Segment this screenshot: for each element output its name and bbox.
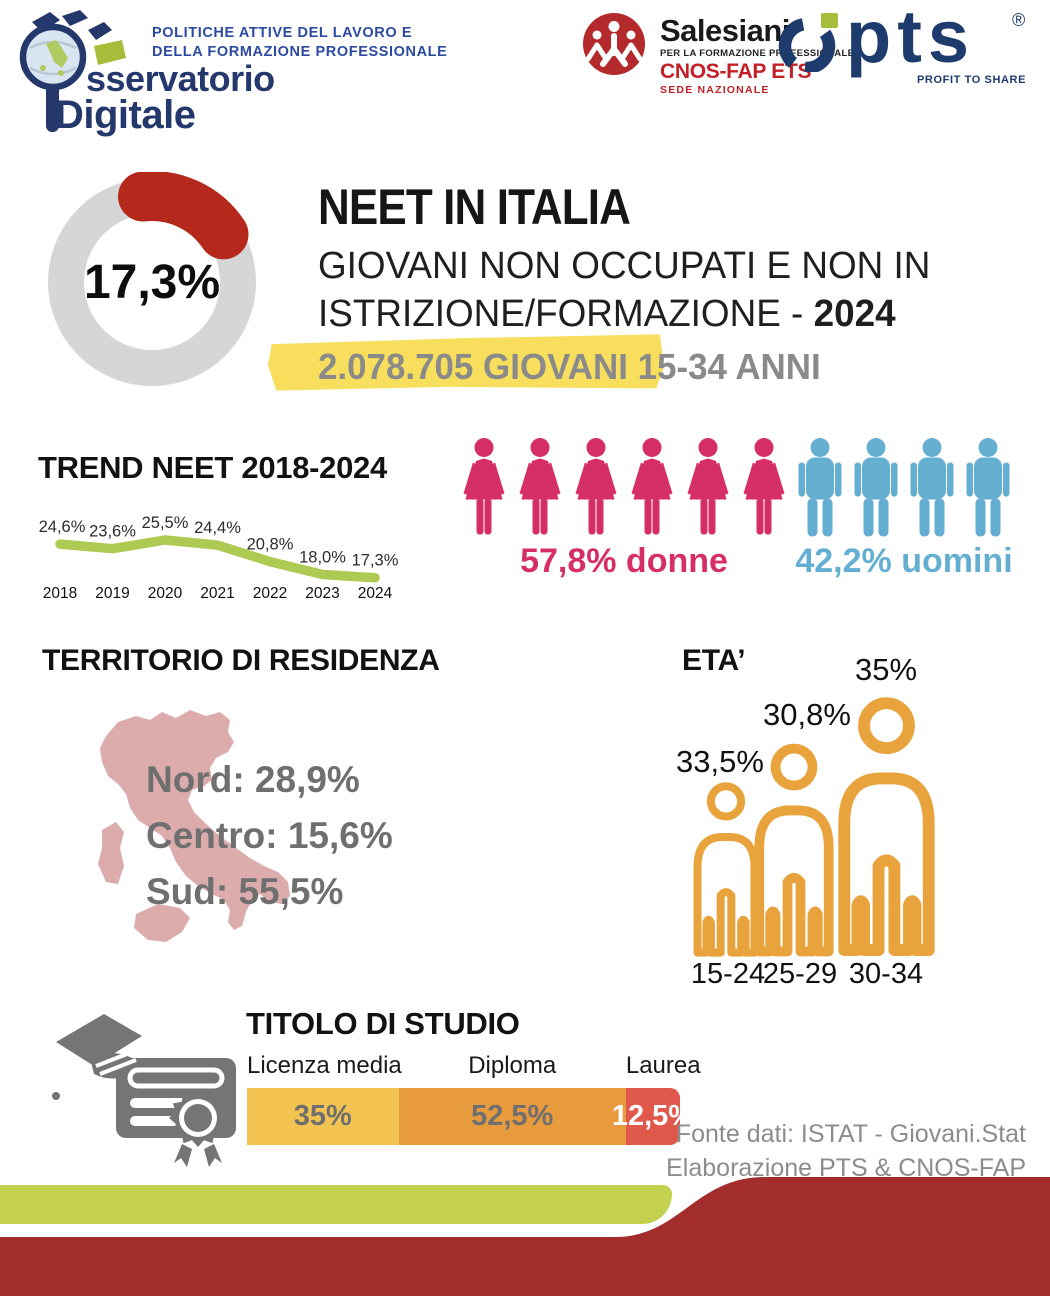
- data-source-line1: Fonte dati: ISTAT - Giovani.Stat: [675, 1120, 1026, 1148]
- edu-label-0: Licenza media: [247, 1052, 402, 1079]
- trend-value-2021: 24,4%: [194, 519, 241, 537]
- neet-title: NEET IN ITALIA: [318, 179, 631, 235]
- eta-title: ETA’: [682, 644, 746, 677]
- territory-stats: Nord: 28,9% Centro: 15,6% Sud: 55,5%: [146, 752, 393, 920]
- donne-figure-icon: [512, 436, 568, 540]
- donne-figure-icon: [736, 436, 792, 540]
- bottom-red-swoosh: [0, 1177, 1050, 1296]
- trend-year-2020: 2020: [148, 585, 183, 602]
- pts-logo-icon: [778, 13, 838, 72]
- trend-value-2018: 24,6%: [39, 518, 86, 536]
- trend-year-2019: 2019: [95, 585, 129, 602]
- trend-year-2023: 2023: [305, 585, 339, 602]
- donne-figure-icon: [456, 436, 512, 540]
- salesiani-org: CNOS-FAP ETS: [660, 59, 812, 83]
- donne-label: 57,8% donne: [520, 542, 728, 580]
- digitale-wordmark: Digitale: [55, 93, 196, 137]
- edu-segment-1: 52,5%: [398, 1088, 626, 1145]
- donne-figure-icon: [568, 436, 624, 540]
- trend-year-2018: 2018: [43, 585, 77, 602]
- italy-map: [98, 710, 290, 942]
- territory-stat-nord: Nord: 28,9%: [146, 759, 360, 800]
- salesiani-name: Salesiani: [660, 13, 790, 48]
- person-outline-large-icon: [836, 694, 937, 958]
- eta-value-15-24: 33,5%: [676, 744, 764, 779]
- program-title-line1: POLITICHE ATTIVE DEL LAVORO E: [152, 25, 413, 41]
- eta-value-30-34: 35%: [855, 652, 918, 687]
- trend-line-chart: 24,6% 23,6% 25,5% 24,4% 20,8% 18,0% 17,3% 2018 2…: [39, 514, 399, 602]
- edu-segment-value-1: 52,5%: [471, 1100, 554, 1132]
- pts-wordmark: pts: [846, 0, 975, 78]
- salesiani-people-icon: [583, 13, 645, 75]
- pts-tagline: PROFIT TO SHARE: [917, 74, 1027, 86]
- data-source-note: Fonte dati: ISTAT - Giovani.Stat Elabora…: [666, 1118, 1026, 1185]
- trend-year-2022: 2022: [253, 585, 287, 602]
- trend-value-2022: 20,8%: [247, 536, 294, 554]
- edu-segment-0: 35%: [247, 1088, 399, 1145]
- uomini-figure-icon: [792, 436, 848, 540]
- neet-donut-chart: [48, 172, 256, 386]
- donne-figure-icon: [624, 436, 680, 540]
- person-outline-medium-icon: [752, 741, 836, 958]
- trend-value-2023: 18,0%: [299, 549, 346, 567]
- eta-age-25-29: 25-29: [762, 958, 838, 990]
- eta-age-30-34: 30-34: [848, 958, 924, 990]
- territory-title: TERRITORIO DI RESIDENZA: [42, 644, 440, 677]
- territory-stat-sud: Sud: 55,5%: [146, 871, 344, 912]
- uomini-label: 42,2% uomini: [795, 542, 1013, 580]
- salesiani-office: SEDE NAZIONALE: [660, 83, 770, 96]
- gender-pictogram: [456, 436, 1016, 540]
- trend-value-2020: 25,5%: [142, 514, 189, 532]
- trend-section-title: TREND NEET 2018-2024: [38, 450, 387, 485]
- neet-year: 2024: [813, 293, 896, 335]
- salesiani-tagline: PER LA FORMAZIONE PROFESSIONALE: [660, 48, 855, 59]
- edu-label-1: Diploma: [468, 1052, 557, 1079]
- uomini-figure-icon: [960, 436, 1016, 540]
- neet-subtitle-line1: GIOVANI NON OCCUPATI E NON IN: [318, 245, 931, 287]
- edu-segment-2: 12,5%: [612, 1088, 694, 1145]
- neet-subtitle: GIOVANI NON OCCUPATI E NON IN ISTRIZIONE…: [318, 242, 930, 338]
- diploma-icon: [52, 1014, 236, 1167]
- education-bar-labels: Licenza media Diploma Laurea: [247, 1052, 701, 1080]
- donne-figure-icon: [680, 436, 736, 540]
- edu-segment-value-2: 12,5%: [611, 1100, 695, 1132]
- trend-year-2021: 2021: [200, 585, 234, 602]
- trend-value-2019: 23,6%: [89, 523, 136, 541]
- education-stacked-bar: 35% 52,5% 12,5%: [247, 1088, 694, 1145]
- donut-value: 17,3%: [83, 255, 221, 309]
- edu-label-2: Laurea: [625, 1052, 701, 1079]
- data-source-line2: Elaborazione PTS & CNOS-FAP: [666, 1153, 1026, 1182]
- neet-total-line: 2.078.705 GIOVANI 15-34 ANNI: [318, 346, 821, 388]
- program-title-line2: DELLA FORMAZIONE PROFESSIONALE: [152, 43, 448, 60]
- edu-segment-value-0: 35%: [293, 1100, 352, 1132]
- education-title: TITOLO DI STUDIO: [246, 1006, 520, 1041]
- osservatorio-wordmark: sservatorio: [86, 58, 275, 99]
- trend-year-2024: 2024: [358, 585, 393, 602]
- person-outline-small-icon: [692, 780, 760, 958]
- program-title: POLITICHE ATTIVE DEL LAVORO E DELLA FORM…: [152, 24, 447, 61]
- uomini-figure-icon: [904, 436, 960, 540]
- neet-total-suffix: 15-34 ANNI: [627, 346, 821, 387]
- salesiani-text-block: Salesiani PER LA FORMAZIONE PROFESSIONAL…: [660, 15, 854, 95]
- neet-subtitle-line2: ISTRIZIONE/FORMAZIONE - 2024: [318, 293, 896, 335]
- uomini-figure-icon: [848, 436, 904, 540]
- eta-value-25-29: 30,8%: [763, 697, 851, 732]
- trend-value-2024: 17,3%: [352, 552, 399, 570]
- eta-age-15-24: 15-24: [690, 958, 766, 990]
- pts-registered-mark: ®: [1012, 10, 1026, 30]
- bottom-green-band: [0, 1185, 672, 1224]
- territory-stat-centro: Centro: 15,6%: [146, 815, 393, 856]
- neet-total-highlighted: 2.078.705 GIOVANI: [318, 346, 628, 387]
- osservatorio-globe-magnifier-icon: [19, 10, 126, 132]
